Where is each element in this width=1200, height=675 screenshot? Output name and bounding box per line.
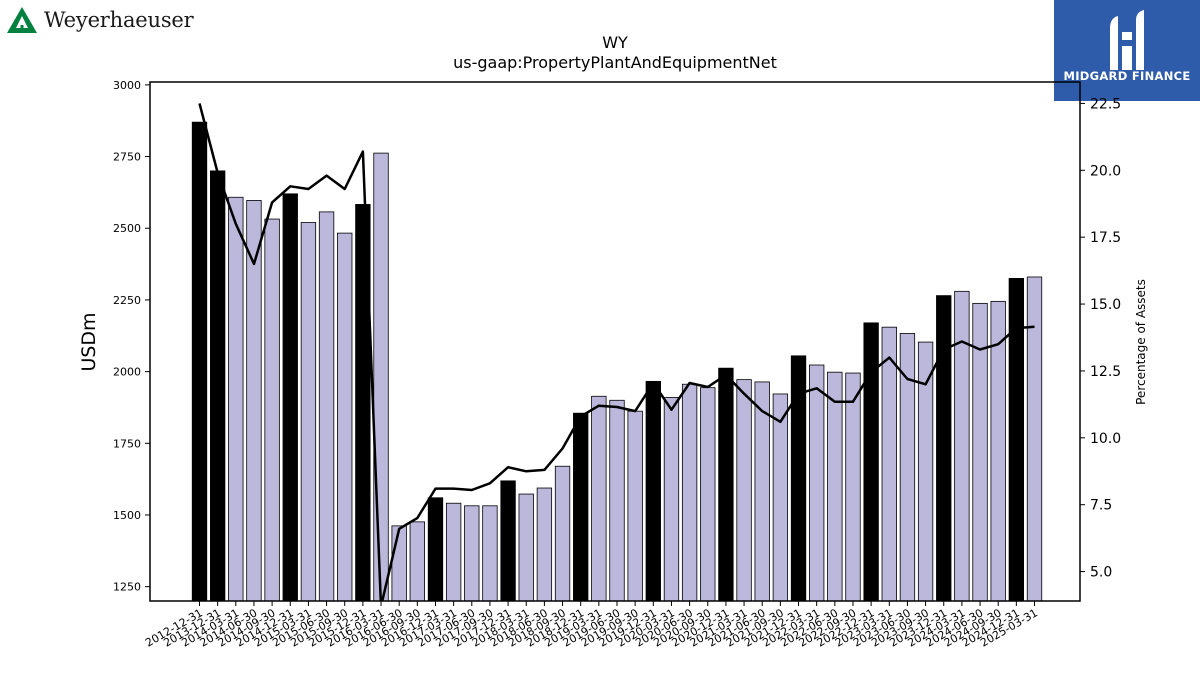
bar-2015-03-31 — [300, 222, 317, 602]
bar-2020-06-30 — [681, 383, 698, 602]
bar-2016-12-31 — [427, 497, 444, 602]
bar-2022-12-31 — [863, 322, 879, 602]
bar-2016-06-30 — [391, 525, 407, 602]
y-tick-label: 3000 — [113, 79, 141, 92]
bar-2024-03-31 — [954, 290, 970, 602]
chart-title: WY — [602, 33, 628, 52]
y2-tick-label: 12.5 — [1090, 364, 1121, 380]
bar-2021-03-31 — [736, 379, 752, 602]
y-tick-label: 2750 — [113, 151, 141, 164]
bar-2019-09-30 — [627, 410, 643, 602]
y-axis-label: USDm — [78, 312, 100, 371]
bar-2014-03-31 — [228, 196, 244, 602]
bar-2014-12-31 — [282, 193, 298, 602]
bar-2014-09-30 — [264, 218, 280, 602]
bar-2023-03-31 — [881, 326, 897, 602]
bar-2018-09-30 — [554, 465, 571, 602]
bar-2023-09-30 — [917, 341, 934, 602]
bar-2017-12-31 — [500, 480, 516, 602]
y2-tick-label: 7.5 — [1090, 498, 1112, 514]
bar-2025-03-31 — [1026, 276, 1043, 602]
bar-2017-09-30 — [482, 505, 498, 602]
bar-2012-12-31 — [191, 121, 208, 602]
y-tick-label: 2500 — [113, 222, 141, 235]
y2-tick-label: 22.5 — [1090, 96, 1121, 112]
bar-2017-06-30 — [464, 505, 480, 602]
bar-2022-06-30 — [827, 371, 843, 602]
bar-2021-09-30 — [772, 393, 789, 602]
bar-2016-03-31 — [373, 152, 389, 602]
bar-2022-09-30 — [845, 372, 861, 602]
bar-2015-06-30 — [318, 211, 335, 602]
bar-2020-09-30 — [700, 387, 716, 602]
bar-2016-09-30 — [409, 521, 425, 602]
bar-2017-03-31 — [445, 502, 462, 602]
weyerhaeuser-logo: Weyerhaeuser — [6, 6, 194, 34]
bar-2018-06-30 — [536, 487, 553, 602]
y2-tick-label: 15.0 — [1090, 297, 1121, 313]
bar-2023-12-31 — [936, 295, 952, 602]
bar-2018-12-31 — [573, 412, 589, 602]
bar-2018-03-31 — [518, 493, 534, 602]
midgard-emblem-icon — [1110, 10, 1144, 70]
y-tick-label: 1250 — [113, 581, 141, 594]
bar-2020-03-31 — [663, 397, 680, 602]
y-tick-label: 2000 — [113, 366, 141, 379]
midgard-wordmark: MIDGARD FINANCE — [1063, 69, 1191, 83]
y-tick-label: 2250 — [113, 294, 141, 307]
y2-axis-label: Percentage of Assets — [1134, 279, 1148, 405]
bar-2022-03-31 — [809, 364, 825, 602]
chart-subtitle: us-gaap:PropertyPlantAndEquipmentNet — [453, 53, 777, 72]
bar-2019-12-31 — [645, 380, 661, 602]
bar-2013-12-31 — [209, 170, 226, 602]
bar-2019-06-30 — [609, 399, 625, 602]
bar-2020-12-31 — [718, 367, 734, 602]
y2-tick-label: 10.0 — [1090, 431, 1121, 447]
y-tick-label: 1500 — [113, 509, 141, 522]
percentage-of-assets-line — [198, 103, 1035, 601]
tree-logo-icon — [7, 7, 37, 33]
brand-wordmark: Weyerhaeuser — [44, 8, 194, 32]
plot-frame — [149, 81, 1081, 602]
y-tick-label: 1750 — [113, 437, 141, 450]
y2-tick-label: 5.0 — [1090, 565, 1112, 581]
y2-tick-label: 20.0 — [1090, 163, 1121, 179]
y2-tick-label: 17.5 — [1090, 230, 1121, 246]
bar-2015-09-30 — [337, 232, 353, 602]
bar-2019-03-31 — [591, 395, 607, 602]
midgard-finance-logo: MIDGARD FINANCE — [1054, 0, 1200, 101]
